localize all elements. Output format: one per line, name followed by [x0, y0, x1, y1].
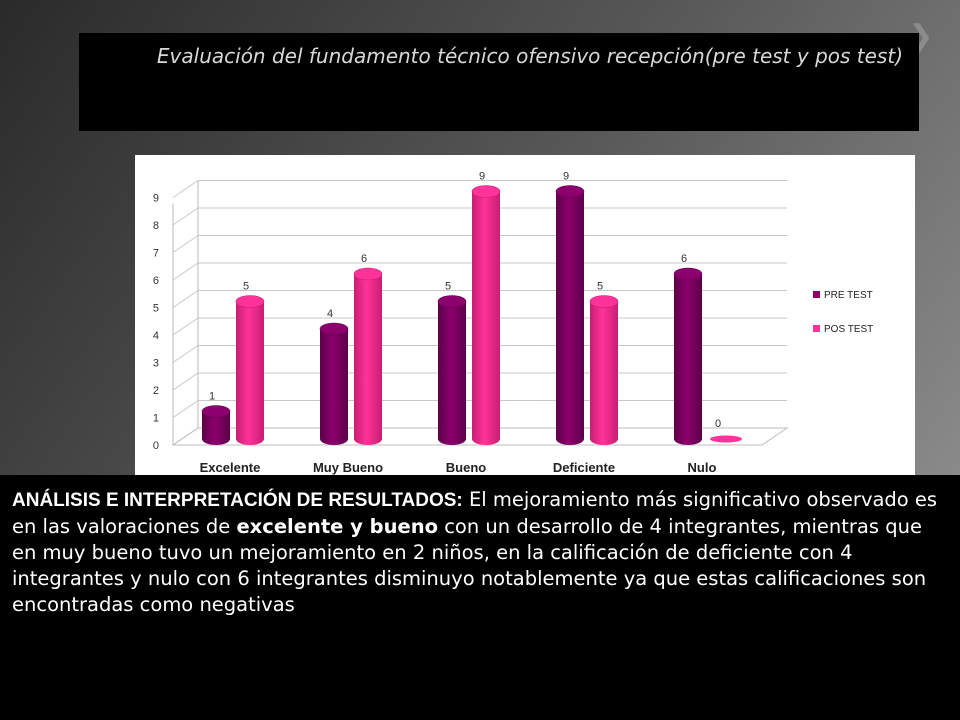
bar-top	[353, 267, 383, 281]
bar-pos-test	[590, 301, 618, 445]
y-tick-label: 6	[153, 275, 159, 287]
gridline-side	[172, 180, 199, 198]
bar-top	[201, 405, 231, 418]
data-label: 4	[327, 308, 333, 320]
y-tick-label: 7	[153, 248, 159, 260]
bar-top	[555, 185, 585, 198]
y-tick-label: 1	[153, 413, 159, 425]
bar-top	[673, 267, 703, 281]
x-tick-label: Bueno	[446, 460, 487, 475]
gridline-side	[172, 262, 199, 281]
legend-label: PRE TEST	[824, 290, 873, 301]
x-tick-label: Deficiente	[553, 460, 615, 475]
bar-pos-test	[710, 435, 742, 443]
bar-pre-test	[556, 191, 584, 445]
gridline-side	[172, 345, 199, 363]
gridline-side	[172, 372, 199, 391]
slide-title: Evaluación del fundamento técnico ofensi…	[156, 44, 903, 68]
analysis-text-1: El mejoramiento más significativo observ…	[12, 488, 938, 538]
data-label: 6	[361, 253, 367, 265]
analysis-paragraph: ANÁLISIS E INTERPRETACIÓN DE RESULTADOS:…	[12, 487, 942, 618]
title-box: Evaluación del fundamento técnico ofensi…	[79, 33, 919, 131]
gridline-side	[172, 400, 199, 418]
y-tick-label: 2	[153, 385, 159, 397]
gridline-side	[172, 235, 199, 253]
y-tick-label: 4	[153, 330, 159, 342]
legend-swatch	[813, 325, 820, 332]
gridline-side	[172, 317, 199, 336]
bar-pos-test	[354, 274, 382, 445]
y-tick-label: 3	[153, 358, 159, 370]
x-tick-label: Excelente	[200, 460, 261, 475]
chart-floor	[171, 427, 789, 446]
data-label: 5	[445, 281, 451, 293]
bar-pos-test	[236, 301, 264, 445]
data-label: 5	[597, 281, 603, 293]
y-tick-label: 8	[153, 220, 159, 232]
x-tick-label: Nulo	[688, 460, 717, 475]
bar-top	[437, 295, 467, 308]
bar-pre-test	[202, 411, 230, 445]
bar-top	[235, 295, 265, 308]
analysis-lead: ANÁLISIS E INTERPRETACIÓN DE RESULTADOS:	[12, 490, 463, 511]
bar-pos-test	[472, 191, 500, 445]
data-label: 1	[209, 391, 215, 403]
chart-area: 0 1 2 3 4 5 6 7 8 9 1 5 4 6 5 9 9 5 6 0 Excelente Muy Bueno Bu…	[135, 155, 915, 475]
legend-swatch	[813, 291, 820, 298]
y-tick-label: 5	[153, 303, 159, 315]
bar-top	[471, 185, 501, 198]
y-tick-label: 9	[153, 193, 159, 205]
x-tick-label: Muy Bueno	[313, 460, 383, 475]
gridline-side	[172, 207, 199, 226]
data-label: 9	[479, 171, 485, 183]
analysis-text-2: con un desarrollo de 4 integrantes, mien…	[12, 515, 927, 616]
data-label: 5	[243, 281, 249, 293]
analysis-emphasis: excelente y bueno	[236, 515, 439, 538]
bar-top	[319, 322, 349, 336]
data-label: 0	[715, 418, 721, 430]
bar-pre-test	[438, 301, 466, 445]
gridline-side	[172, 290, 199, 308]
bar-pre-test	[674, 274, 702, 445]
bar-pre-test	[320, 329, 348, 445]
data-label: 9	[563, 171, 569, 183]
y-tick-label: 0	[153, 440, 159, 452]
legend-label: POS TEST	[824, 324, 873, 335]
bar-chart: 0 1 2 3 4 5 6 7 8 9 1 5 4 6 5 9 9 5 6 0 Excelente Muy Bueno Bu…	[153, 171, 873, 476]
bar-top	[589, 295, 619, 308]
data-label: 6	[681, 253, 687, 265]
